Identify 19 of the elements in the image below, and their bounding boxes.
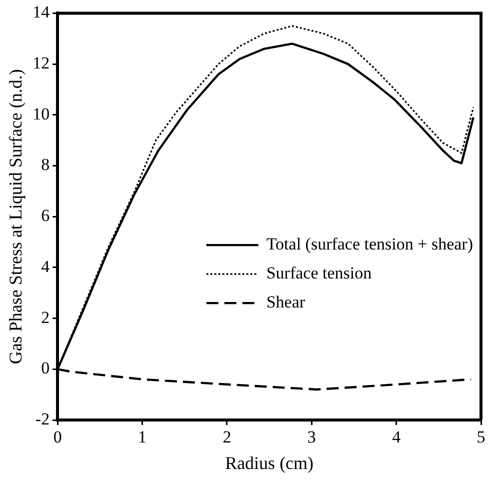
x-axis-title: Radius (cm) xyxy=(225,452,314,473)
y-tick-label: -2 xyxy=(35,409,50,428)
y-tick-label: 12 xyxy=(32,54,50,73)
y-tick-label: 10 xyxy=(32,104,50,124)
y-tick-label: 8 xyxy=(41,155,50,174)
y-tick-label: 14 xyxy=(32,2,50,22)
x-tick-label: 1 xyxy=(138,428,147,447)
y-tick-label: 0 xyxy=(41,358,50,378)
y-axis-title: Gas Phase Stress at Liquid Surface (n.d.) xyxy=(6,69,26,364)
y-tick-label: 2 xyxy=(41,308,50,327)
legend-label: Total (surface tension + shear) xyxy=(266,234,474,254)
y-tick-label: 4 xyxy=(41,256,50,276)
legend-label: Shear xyxy=(266,292,306,312)
x-tick-label: 5 xyxy=(476,428,486,447)
x-tick-label: 2 xyxy=(222,428,232,447)
x-tick-label: 4 xyxy=(392,428,402,447)
x-tick-label: 3 xyxy=(307,428,316,447)
y-tick-label: 6 xyxy=(41,206,50,226)
legend-label: Surface tension xyxy=(266,264,372,283)
